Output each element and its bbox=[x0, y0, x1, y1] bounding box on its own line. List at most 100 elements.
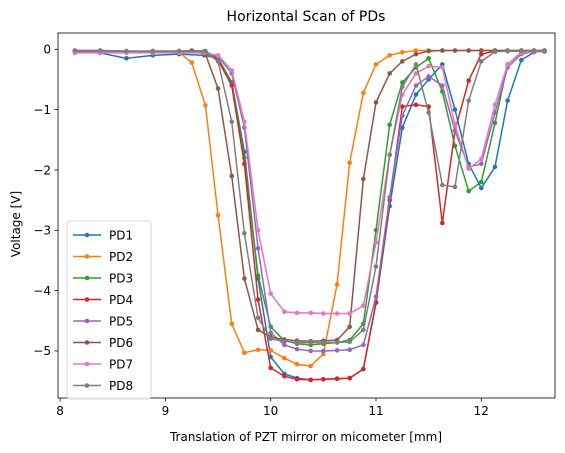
data-point bbox=[176, 48, 182, 54]
data-point bbox=[242, 350, 247, 356]
data-point bbox=[440, 182, 445, 188]
axes-layer bbox=[57, 32, 556, 399]
data-point bbox=[361, 327, 366, 333]
data-point bbox=[452, 122, 458, 127]
data-point bbox=[466, 98, 471, 103]
data-point bbox=[400, 59, 405, 64]
legend-item-PD7: PD7 bbox=[73, 357, 133, 371]
data-point bbox=[452, 184, 458, 190]
data-point bbox=[400, 50, 405, 55]
data-point bbox=[255, 227, 261, 233]
data-point bbox=[334, 348, 340, 353]
x-tick-label: 10 bbox=[263, 404, 278, 418]
data-point bbox=[466, 166, 471, 172]
data-point bbox=[440, 83, 445, 88]
data-point bbox=[347, 311, 352, 316]
y-tick-label: −5 bbox=[33, 344, 51, 358]
data-point bbox=[542, 48, 547, 54]
data-point bbox=[255, 327, 261, 333]
data-point bbox=[387, 122, 392, 127]
ticks-layer: 8 9 10 11 12 0 −1 −2 −3 −4 −5 bbox=[33, 43, 489, 418]
data-point bbox=[492, 120, 498, 126]
data-point bbox=[282, 338, 287, 344]
x-tick-label: 12 bbox=[474, 404, 489, 418]
legend-item-PD8: PD8 bbox=[73, 379, 133, 393]
data-point bbox=[505, 62, 510, 67]
data-point bbox=[400, 113, 405, 118]
data-point bbox=[478, 51, 484, 57]
data-point bbox=[203, 103, 208, 108]
legend-item-PD6: PD6 bbox=[73, 336, 133, 350]
data-point bbox=[452, 48, 458, 53]
legend-item-PD4: PD4 bbox=[73, 293, 133, 307]
data-point bbox=[255, 315, 261, 321]
series-layer bbox=[72, 48, 547, 383]
data-point bbox=[492, 164, 498, 170]
data-point bbox=[215, 86, 221, 91]
data-point bbox=[347, 375, 352, 381]
legend: PD1 PD2 PD3 PD4 PD5 PD6 PD7 PD8 bbox=[66, 220, 152, 400]
data-point bbox=[413, 92, 419, 97]
data-point bbox=[294, 346, 300, 352]
legend-marker bbox=[84, 383, 90, 388]
data-point bbox=[413, 83, 419, 88]
data-point bbox=[505, 48, 510, 54]
data-point bbox=[478, 179, 484, 185]
data-point bbox=[531, 48, 537, 54]
data-point bbox=[440, 65, 445, 70]
data-point bbox=[478, 185, 484, 191]
data-point bbox=[294, 310, 300, 316]
data-point bbox=[242, 276, 247, 281]
legend-label: PD7 bbox=[109, 357, 133, 371]
data-point bbox=[426, 63, 431, 69]
data-point bbox=[268, 365, 274, 371]
legend-label: PD4 bbox=[109, 293, 133, 307]
data-point bbox=[334, 376, 340, 381]
data-point bbox=[373, 294, 379, 299]
data-point bbox=[426, 48, 431, 54]
data-point bbox=[294, 377, 300, 382]
data-point bbox=[361, 366, 366, 372]
series-line-PD8 bbox=[74, 49, 545, 344]
data-point bbox=[426, 74, 431, 79]
data-point bbox=[189, 60, 195, 65]
data-point bbox=[124, 48, 129, 54]
data-point bbox=[466, 78, 471, 83]
data-point bbox=[229, 321, 235, 327]
data-point bbox=[413, 48, 419, 53]
y-axis-label: Voltage [V] bbox=[9, 191, 23, 257]
data-point bbox=[440, 48, 445, 53]
data-point bbox=[361, 342, 366, 348]
data-point bbox=[361, 176, 366, 182]
legend-label: PD6 bbox=[109, 336, 133, 350]
data-point bbox=[308, 340, 314, 345]
legend-marker bbox=[84, 361, 90, 367]
data-point bbox=[242, 119, 247, 124]
data-point bbox=[387, 194, 392, 200]
data-point bbox=[202, 48, 207, 54]
y-tick-label: 0 bbox=[43, 43, 51, 57]
data-point bbox=[268, 348, 274, 353]
data-point bbox=[361, 303, 366, 308]
x-tick-label: 8 bbox=[56, 404, 64, 418]
y-tick-label: −4 bbox=[33, 284, 51, 298]
legend-item-PD3: PD3 bbox=[73, 271, 133, 285]
data-point bbox=[229, 173, 235, 179]
data-point bbox=[321, 340, 326, 345]
data-point bbox=[492, 102, 498, 108]
data-point bbox=[373, 240, 379, 245]
data-point bbox=[308, 363, 314, 369]
data-point bbox=[505, 98, 510, 103]
data-point bbox=[268, 291, 274, 296]
data-point bbox=[426, 110, 431, 115]
data-point bbox=[413, 71, 419, 76]
data-point bbox=[321, 348, 326, 354]
data-point bbox=[452, 143, 458, 149]
data-point bbox=[387, 152, 392, 158]
data-point bbox=[229, 119, 235, 124]
data-point bbox=[321, 377, 326, 382]
legend-item-PD5: PD5 bbox=[73, 314, 133, 328]
data-point bbox=[255, 347, 261, 353]
data-point bbox=[400, 104, 405, 109]
